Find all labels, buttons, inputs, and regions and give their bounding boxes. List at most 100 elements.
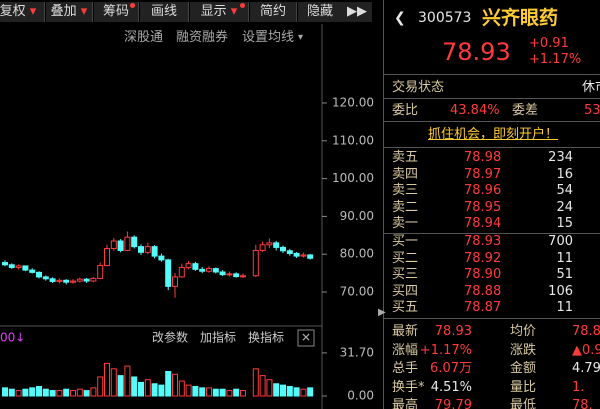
y-tick-label: 80.00 <box>340 247 374 261</box>
volume-bar <box>90 387 97 397</box>
book-label: 卖二 <box>392 199 419 215</box>
y-tick-label: 100.00 <box>332 171 374 185</box>
book-price: 78.94 <box>464 216 502 231</box>
volume-bar <box>307 387 314 397</box>
candle-body <box>117 240 124 251</box>
book-label: 卖一 <box>392 216 419 231</box>
volume-bar <box>233 388 240 397</box>
toolbar-button[interactable]: 画线 <box>140 2 189 22</box>
volume-bar <box>117 375 124 397</box>
stat-label: 涨幅 <box>392 342 419 358</box>
volume-bar <box>185 384 192 397</box>
volume-bar <box>83 390 90 397</box>
candle-body <box>240 275 246 278</box>
volume-bar <box>199 387 206 397</box>
dropdown-arrow: ▾ <box>25 4 37 19</box>
toolbar-button[interactable]: 筹码 <box>94 2 139 22</box>
indicator-button[interactable]: 改参数 <box>152 330 188 345</box>
candle-body <box>178 266 185 278</box>
stat-label: 量比 <box>510 379 537 395</box>
indicator-button[interactable]: 加指标 <box>200 330 236 345</box>
y-tick-label: 110.00 <box>332 133 374 147</box>
candle-body <box>192 263 199 270</box>
book-volume: 15 <box>556 216 573 231</box>
candle-body <box>144 246 151 253</box>
candle-body <box>158 255 165 261</box>
candle-body <box>280 246 286 252</box>
book-price: 78.88 <box>464 283 502 299</box>
candle-body <box>273 242 280 248</box>
volume-bar <box>151 383 158 397</box>
book-volume: 16 <box>556 166 573 182</box>
book-price: 78.95 <box>464 199 502 215</box>
volume-bar <box>212 388 219 397</box>
volume-bar <box>226 390 233 397</box>
candle-body <box>293 252 300 257</box>
candle-body <box>124 236 131 251</box>
candle-body <box>2 262 8 266</box>
candle-body <box>172 276 178 287</box>
toolbar-button[interactable]: 简约 <box>250 2 297 22</box>
book-label: 买四 <box>392 283 419 299</box>
candle-body <box>90 277 97 282</box>
toolbar-button[interactable]: 隐藏 <box>298 2 343 22</box>
close-icon: ✕ <box>301 331 311 345</box>
stat-label: 金额 <box>510 361 537 376</box>
candle-body <box>212 268 219 273</box>
chart-menu-item[interactable]: 设置均线 <box>242 30 295 45</box>
volume-bar <box>70 390 76 397</box>
dropdown-arrow: ▾ <box>226 4 238 19</box>
wb-label: 委比 <box>392 103 419 118</box>
stat-label: 最低 <box>510 398 537 409</box>
stat-value: 78.93 <box>434 324 472 339</box>
stat-label: 最新 <box>392 324 419 339</box>
volume-bar <box>76 388 83 397</box>
book-price: 78.97 <box>464 166 502 182</box>
status-label: 交易状态 <box>392 80 445 95</box>
candle-body <box>206 268 212 272</box>
book-volume: 11 <box>556 250 573 266</box>
back-arrow[interactable]: ❮ <box>394 10 406 26</box>
chart-menu-item[interactable]: 深股通 <box>124 30 164 45</box>
candle-body <box>266 242 273 246</box>
stat-label: 涨跌 <box>510 342 537 358</box>
indicator-button[interactable]: 换指标 <box>248 330 284 345</box>
book-price: 78.93 <box>464 234 502 249</box>
book-label: 卖五 <box>392 150 419 165</box>
dropdown-arrow: ▾ <box>76 4 88 19</box>
book-price: 78.92 <box>464 250 502 266</box>
y-tick-label: 70.00 <box>340 285 374 299</box>
volume-bar <box>138 381 144 397</box>
candle-body <box>29 269 36 273</box>
expand-button[interactable]: ▶▶ <box>342 2 372 22</box>
book-label: 卖四 <box>392 166 419 182</box>
change: +0.91 <box>529 36 569 51</box>
volume-bar <box>104 362 110 397</box>
divider <box>384 121 600 122</box>
candle-body <box>233 273 240 278</box>
book-volume: 106 <box>548 283 573 299</box>
volume-bar <box>273 383 280 397</box>
volume-bar <box>56 390 63 397</box>
toolbar-button[interactable]: 复权 ▾ <box>0 2 45 22</box>
candle-body <box>49 278 56 282</box>
volume-bar <box>286 385 293 397</box>
chart-menu-item[interactable]: 融资融券 <box>176 30 229 45</box>
volume-bar <box>192 385 199 397</box>
candle-body <box>300 254 307 257</box>
toolbar-button[interactable]: 显示 ▾ <box>190 2 249 22</box>
volume-bar <box>206 387 212 397</box>
collapse-tab[interactable]: ▶ <box>378 307 386 318</box>
candle-body <box>70 280 76 283</box>
stat-value: 6.07万 <box>430 361 472 376</box>
badge-dot <box>130 3 135 8</box>
volume-bar <box>97 376 104 397</box>
toolbar-button[interactable]: 叠加 ▾ <box>46 2 93 22</box>
candle-body <box>138 246 144 253</box>
stat-value: 4.79 <box>572 361 600 376</box>
change-pct: +1.17% <box>529 52 582 67</box>
candle-body <box>22 265 29 271</box>
volume-bar <box>63 388 70 397</box>
book-price: 78.98 <box>464 150 502 165</box>
promo-banner[interactable]: 抓住机会，即刻开户！ <box>428 127 559 142</box>
